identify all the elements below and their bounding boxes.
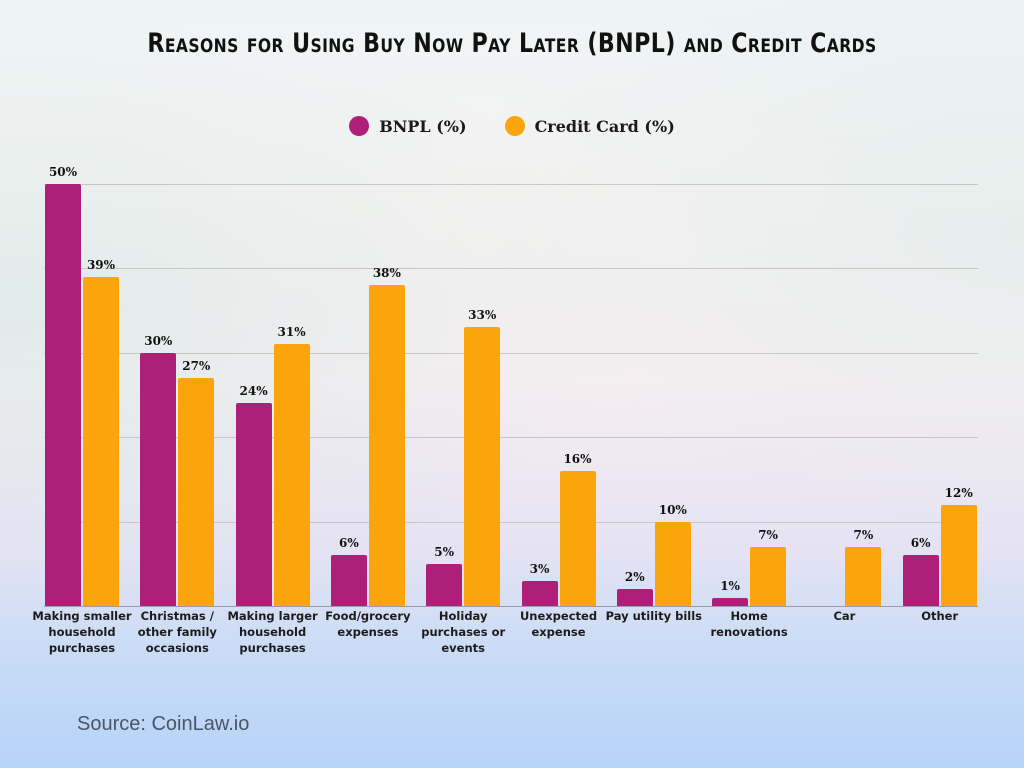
category-label: Christmas / other family occasions [137,609,217,655]
bar-credit-card [940,504,977,606]
bar-group: 30% 27% Christmas / other family occasions [138,150,217,670]
bar-bnpl [902,555,939,606]
plot-area: 50% 39% Making smaller household purchases… [30,150,980,670]
category-label: Food/grocery expenses [325,609,411,639]
value-label: 33% [468,308,497,323]
gridline [44,521,978,523]
category-label: Making smaller household purchases [32,609,132,655]
bar-credit-card [368,285,405,606]
value-label: 1% [720,578,740,593]
bar-bnpl [426,563,463,606]
value-label: 6% [910,536,931,551]
value-label: 5% [434,544,455,559]
bar-bnpl [330,555,367,606]
bar-credit-card [273,344,310,606]
value-label: 10% [658,502,687,517]
value-label: 2% [624,570,645,585]
legend-label-credit-card: Credit Card (%) [534,116,675,136]
legend-dot-credit-card-icon [504,116,525,136]
legend-item-bnpl: BNPL (%) [349,116,467,136]
value-label: 7% [853,527,874,542]
value-label: 50% [48,165,78,179]
bar-bnpl [235,403,272,606]
bar-group: 5% 33% Holiday purchases or events [421,150,505,670]
value-label: 3% [529,561,550,576]
gridline [44,437,978,439]
bar-credit-card [750,546,787,606]
bar-bnpl [712,597,749,606]
chart-title: Reasons for Using Buy Now Pay Later (BNP… [147,28,877,59]
category-label: Home renovations [710,609,788,639]
legend-dot-bnpl-icon [349,116,370,136]
category-label: Making larger household purchases [227,609,318,655]
chart-legend: BNPL (%) Credit Card (%) [0,116,1024,136]
bar-credit-card [654,521,691,606]
gridline [44,184,978,185]
bar-group: 50% 39% Making smaller household purchases [32,150,131,670]
source-note: Source: CoinLaw.io [77,713,250,735]
value-label: 30% [144,333,173,348]
bar-bnpl [616,589,653,606]
bar-group: 6% 38% Food/grocery expenses [325,150,410,670]
value-label: 31% [277,325,306,340]
bar-bnpl [45,184,81,606]
value-label: 16% [563,451,592,466]
bar-group: 7% Car [807,150,882,670]
bar-group: 1% 7% Home renovations [711,150,788,670]
value-label: 39% [86,257,116,272]
bar-group: 24% 31% Making larger household purchases [227,150,317,670]
value-label: 6% [339,536,359,551]
legend-item-credit-card: Credit Card (%) [504,116,675,136]
value-label: 27% [182,359,211,374]
bar-group: 2% 10% Pay utility bills [606,150,702,670]
gridline [44,352,978,354]
value-label: 38% [372,266,401,281]
value-label: 12% [944,485,973,500]
value-label: 24% [239,384,268,399]
bar-credit-card [464,327,501,606]
category-label: Car [833,609,856,623]
bar-credit-card [83,276,119,606]
category-label: Other [921,609,959,623]
bar-bnpl [521,580,558,606]
bar-credit-card [178,378,215,606]
category-label: Unexpected expense [519,609,598,639]
bar-credit-card [845,546,882,606]
category-label: Holiday purchases or events [421,609,506,655]
x-axis-baseline [44,606,978,607]
gridline [44,268,978,270]
value-label: 7% [758,527,778,542]
legend-label-bnpl: BNPL (%) [379,116,467,136]
bar-credit-card [559,470,596,606]
bar-bnpl [140,352,177,606]
bar-group: 3% 16% Unexpected expense [520,150,597,670]
category-label: Pay utility bills [605,609,703,623]
bar-group: 6% 12% Other [902,150,977,670]
